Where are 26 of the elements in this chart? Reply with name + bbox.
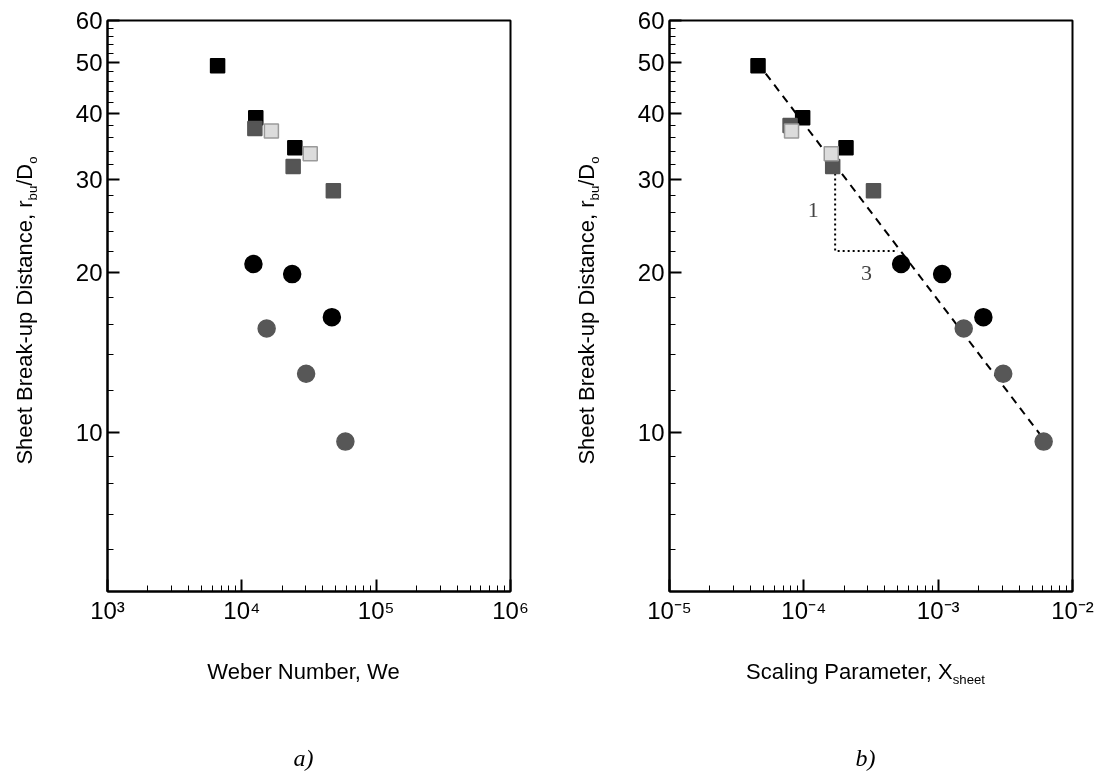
y-tick-label: 30 bbox=[637, 166, 665, 194]
y-tick-label: 40 bbox=[75, 100, 103, 128]
y-tick-label: 40 bbox=[637, 100, 665, 128]
x-tick-label: 10³ bbox=[90, 596, 125, 624]
y-tick-label: 10 bbox=[637, 418, 665, 446]
y-tick-label: 60 bbox=[75, 7, 103, 34]
y-tick-label: 10 bbox=[75, 418, 103, 446]
x-tick-label: 10⁻² bbox=[1051, 596, 1094, 624]
x-tick-label: 10⁻³ bbox=[916, 596, 960, 624]
annotation: 3 bbox=[860, 260, 872, 286]
y-tick-label: 20 bbox=[637, 259, 665, 287]
y-tick-label: 60 bbox=[637, 7, 665, 34]
y-tick-label: 30 bbox=[75, 166, 103, 194]
x-tick-label: 10⁶ bbox=[492, 596, 529, 624]
text: a) bbox=[292, 744, 315, 772]
y-tick-label: 50 bbox=[637, 48, 665, 76]
x-axis-title: Weber Number, We bbox=[206, 658, 401, 686]
annotation: 1 bbox=[807, 196, 819, 222]
y-tick-label: 50 bbox=[75, 48, 103, 76]
x-tick-label: 10⁴ bbox=[223, 596, 261, 624]
x-axis-title: Scaling Parameter, X$_{sheet}$ bbox=[745, 658, 986, 690]
x-tick-label: 10⁻⁴ bbox=[781, 596, 827, 624]
text: b) bbox=[854, 744, 877, 772]
x-tick-label: 10⁻⁵ bbox=[647, 596, 692, 624]
y-tick-label: 20 bbox=[75, 259, 103, 287]
x-tick-label: 10⁵ bbox=[357, 596, 395, 624]
